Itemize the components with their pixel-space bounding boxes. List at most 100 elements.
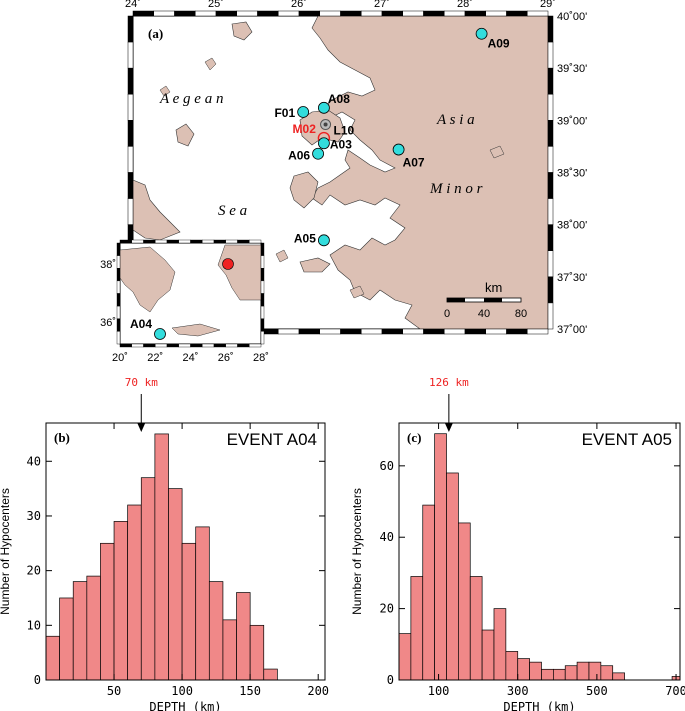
- frame-tick: [127, 146, 134, 173]
- inset-station-marker: [154, 328, 166, 340]
- frame-tick: [423, 10, 445, 17]
- frame-tick: [298, 10, 320, 17]
- small-island: [349, 285, 365, 299]
- histogram-bar: [434, 433, 447, 681]
- event-title: EVENT A05: [582, 430, 672, 449]
- lat-tick-label: 37˚30': [557, 272, 587, 284]
- histogram-bar: [458, 522, 471, 681]
- histogram-bar: [469, 576, 483, 681]
- histogram-bar: [612, 672, 625, 681]
- inset-lon-tick: 24˚: [183, 352, 199, 364]
- inset-frame-tick: [260, 318, 265, 332]
- inset-frame-tick: [155, 239, 168, 244]
- scale-tick-40: 40: [478, 308, 490, 320]
- x-tick-label: 50: [107, 684, 121, 698]
- event-title: EVENT A04: [227, 430, 317, 449]
- map-axis-labels: 24˚ 25˚ 26˚ 27˚ 28˚ 29˚40˚00' 39˚30' 39˚00' 38˚3…: [125, 0, 587, 336]
- inset-frame-tick: [260, 331, 265, 345]
- x-tick-label: 700: [665, 684, 685, 698]
- y-tick-label: 10: [27, 618, 41, 632]
- frame-tick: [361, 328, 383, 335]
- frame-tick: [547, 224, 554, 252]
- histogram-bar: [588, 661, 602, 681]
- lat-tick-label: 39˚30': [557, 63, 587, 75]
- inset-map: A04 38˚ 36˚ 20˚ 22˚ 24˚ 26˚ 28˚: [100, 239, 269, 364]
- lon-tick-label: 28˚: [457, 0, 473, 10]
- small-island: [159, 85, 171, 97]
- inset-frame-tick: [213, 239, 226, 244]
- histogram-bar: [59, 597, 74, 681]
- x-tick-label: 100: [171, 684, 193, 698]
- scale-bar-segment: [484, 298, 502, 302]
- histogram-bar: [72, 581, 88, 681]
- station-marker-a03: [317, 137, 330, 150]
- map-panel-label: (a): [148, 26, 163, 41]
- region-label-aegean: A e g e a n: [159, 91, 223, 107]
- inset-lon-tick: 26˚: [218, 352, 234, 364]
- frame-tick: [257, 10, 279, 17]
- frame-tick: [340, 328, 362, 335]
- frame-tick: [319, 328, 341, 335]
- y-tick-label: 20: [27, 564, 41, 578]
- limnos-island: [231, 21, 253, 41]
- frame-tick: [127, 67, 134, 95]
- lat-tick-label: 38˚30': [557, 168, 587, 180]
- frame-tick: [127, 120, 134, 147]
- inset-lat-tick: 36˚: [100, 317, 116, 329]
- histogram-bar: [517, 658, 530, 681]
- x-tick-label: 150: [239, 684, 261, 698]
- inset-frame-tick: [225, 343, 238, 348]
- frame-tick: [174, 10, 196, 17]
- frame-tick: [547, 67, 554, 95]
- region-label-sea: S e a: [218, 203, 247, 219]
- histogram-bar: [86, 575, 101, 681]
- lat-tick-label: 39˚00': [557, 115, 587, 127]
- histogram-bar: [263, 668, 278, 681]
- frame-tick: [361, 10, 383, 17]
- frame-tick: [547, 250, 554, 278]
- histogram-bar: [208, 581, 224, 681]
- frame-tick: [153, 10, 175, 17]
- station-label-a08: A08: [328, 92, 350, 106]
- inset-frame-tick: [119, 239, 132, 244]
- frame-tick: [547, 94, 554, 121]
- frame-tick: [127, 94, 134, 121]
- frame-tick: [319, 10, 341, 17]
- frame-tick: [278, 10, 300, 17]
- small-island: [204, 57, 217, 71]
- inset-frame-tick: [213, 343, 226, 348]
- histogram-bar: [113, 521, 129, 681]
- y-tick-label: 30: [27, 509, 41, 523]
- samos-island: [299, 257, 331, 273]
- station-marker-a09: [475, 27, 488, 40]
- histogram-a05: 100 300 500 700 0 20 40 60 DEPTH (km) Number of H…: [350, 376, 685, 711]
- station-marker-a06: [312, 147, 324, 160]
- inset-lon-tick: 22˚: [147, 352, 163, 364]
- histogram-bar: [140, 477, 156, 681]
- station-label-a05: A05: [294, 231, 316, 245]
- frame-tick: [381, 328, 403, 335]
- station-label-a03: A03: [330, 137, 352, 151]
- frame-tick: [127, 15, 134, 43]
- histogram-bar: [446, 472, 459, 681]
- annotation-arrowhead: [137, 423, 146, 432]
- frame-tick: [547, 276, 554, 304]
- inset-crete: [171, 323, 221, 337]
- inset-frame-tick: [190, 239, 203, 244]
- frame-tick: [444, 328, 466, 335]
- depth-annotation: 126 km: [429, 376, 469, 389]
- histogram-bar: [195, 526, 210, 681]
- station-markers: A09 A08 F01 L10 M02 A03 A06 A07 A05: [274, 27, 510, 247]
- inset-frame-tick: [178, 239, 191, 244]
- inset-frame-tick: [260, 268, 265, 282]
- histogram-bar: [505, 651, 519, 681]
- inset-frame-tick: [202, 239, 215, 244]
- y-tick-label: 0: [34, 673, 41, 687]
- frame-tick: [127, 41, 134, 69]
- inset-frame-tick: [131, 343, 144, 348]
- station-marker-a07: [392, 143, 405, 156]
- chios-island: [289, 171, 319, 209]
- frame-tick: [402, 328, 424, 335]
- inset-frame-tick: [116, 268, 121, 282]
